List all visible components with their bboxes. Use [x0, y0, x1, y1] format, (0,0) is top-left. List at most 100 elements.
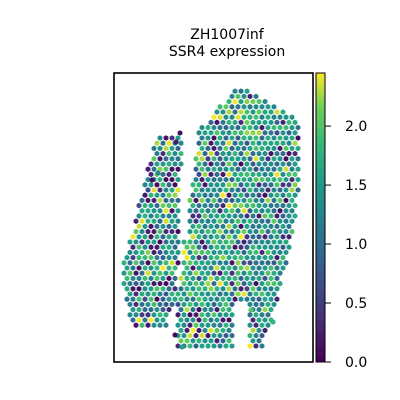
expression-spot	[208, 171, 214, 178]
expression-spot	[256, 254, 262, 261]
expression-spot	[148, 213, 154, 219]
expression-spot	[145, 208, 151, 214]
expression-spot	[286, 182, 292, 188]
expression-spot	[292, 202, 298, 209]
chart-title-line-1: ZH1007inf	[190, 27, 265, 43]
expression-spot	[253, 291, 259, 297]
expression-spot	[211, 187, 217, 193]
expression-spot	[173, 139, 179, 145]
expression-spot	[184, 244, 190, 250]
expression-spot	[217, 124, 223, 131]
expression-spot	[139, 218, 145, 224]
expression-spot	[193, 291, 199, 297]
expression-spot	[277, 176, 283, 183]
expression-spot	[265, 260, 271, 266]
expression-spot	[229, 312, 235, 318]
expression-spot	[259, 135, 265, 141]
expression-spot	[223, 343, 229, 349]
expression-spot	[229, 156, 235, 162]
expression-spot	[253, 208, 259, 214]
expression-spot	[232, 254, 238, 261]
expression-spot	[181, 312, 187, 318]
expression-spot	[259, 166, 265, 172]
expression-spot	[166, 296, 172, 302]
expression-spot	[163, 301, 169, 308]
expression-spot	[292, 213, 298, 219]
expression-spot	[163, 218, 169, 224]
expression-spot	[238, 286, 244, 292]
expression-spot	[211, 156, 217, 162]
expression-spot	[277, 218, 283, 224]
expression-spot	[226, 275, 232, 282]
expression-spot	[253, 322, 259, 328]
expression-spot	[268, 171, 274, 178]
expression-spot	[286, 202, 292, 209]
expression-spot	[265, 312, 271, 318]
expression-spot	[199, 301, 205, 308]
expression-spot	[175, 218, 181, 224]
expression-spot	[211, 228, 217, 235]
expression-spot	[217, 312, 223, 318]
expression-spot	[169, 301, 175, 308]
expression-spot	[214, 275, 220, 282]
expression-spot	[196, 244, 202, 250]
expression-spot	[172, 332, 178, 338]
expression-spot	[157, 239, 163, 245]
expression-spot	[274, 161, 280, 167]
expression-spot	[214, 213, 220, 219]
expression-spot	[238, 213, 244, 219]
expression-spot	[205, 187, 211, 193]
expression-spot	[175, 135, 181, 141]
expression-spot	[253, 343, 259, 349]
expression-spot	[262, 254, 268, 261]
expression-spot	[283, 260, 289, 266]
expression-spot	[226, 265, 232, 271]
expression-spot	[199, 270, 205, 276]
expression-spot	[247, 322, 253, 328]
expression-spot	[193, 239, 199, 245]
expression-spot	[166, 202, 172, 209]
expression-spot	[289, 228, 295, 235]
expression-spot	[262, 223, 268, 230]
expression-spot	[190, 213, 196, 219]
expression-spot	[250, 150, 256, 157]
expression-spot	[265, 249, 271, 256]
expression-spot	[157, 322, 163, 328]
expression-spot	[223, 145, 229, 152]
expression-spot	[250, 171, 256, 178]
expression-spot	[211, 343, 217, 349]
expression-spot	[235, 176, 241, 183]
expression-spot	[163, 280, 169, 287]
expression-spot	[259, 260, 265, 266]
expression-spot	[160, 202, 166, 209]
expression-spot	[286, 161, 292, 167]
expression-spot	[166, 244, 172, 250]
expression-spot	[235, 114, 241, 120]
expression-spot	[163, 228, 169, 235]
expression-spot	[154, 254, 160, 261]
expression-spot	[268, 213, 274, 219]
expression-spot	[142, 286, 148, 292]
expression-spot	[226, 223, 232, 230]
expression-spot	[202, 275, 208, 282]
expression-spot	[232, 275, 238, 282]
expression-spot	[196, 140, 202, 146]
expression-spot	[283, 145, 289, 152]
expression-spot	[259, 312, 265, 318]
expression-spot	[241, 228, 247, 235]
expression-spot	[196, 306, 202, 313]
expression-spot	[259, 228, 265, 235]
expression-spot	[208, 130, 214, 136]
expression-spot	[211, 312, 217, 318]
expression-spot	[214, 254, 220, 261]
expression-spot	[190, 275, 196, 282]
expression-spot	[259, 145, 265, 152]
expression-spot	[199, 208, 205, 214]
expression-spot	[247, 135, 253, 141]
expression-spot	[274, 223, 280, 230]
expression-spot	[175, 145, 181, 152]
expression-spot	[232, 296, 238, 302]
expression-spot	[295, 166, 301, 172]
expression-spot	[136, 265, 142, 271]
expression-spot	[232, 223, 238, 230]
